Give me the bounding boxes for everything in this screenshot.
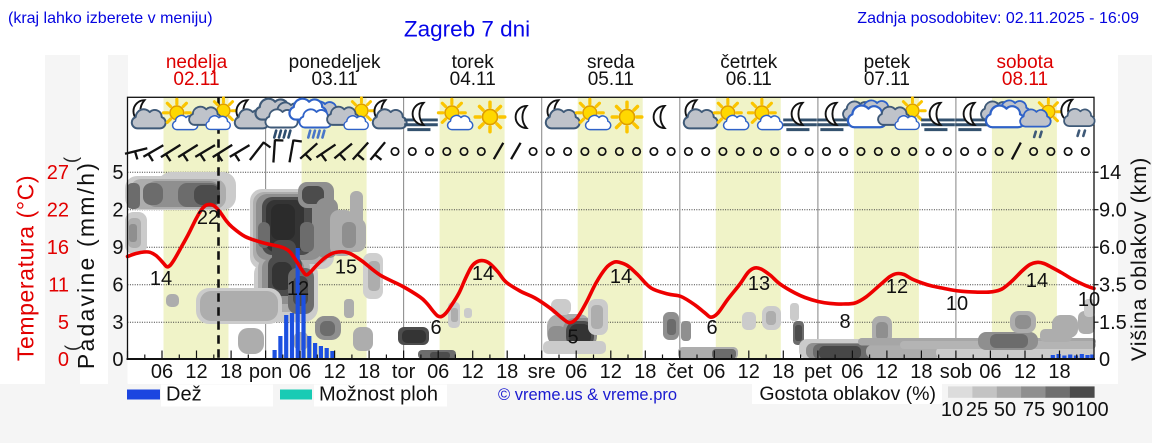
svg-text:0: 0 [58, 349, 69, 371]
svg-text:18: 18 [496, 361, 518, 383]
svg-text:12: 12 [287, 278, 309, 300]
svg-text:06: 06 [289, 361, 311, 383]
svg-text:5: 5 [58, 312, 69, 334]
svg-text:06: 06 [703, 361, 725, 383]
svg-text:18: 18 [1048, 361, 1070, 383]
svg-text:3: 3 [112, 312, 123, 334]
svg-text:05.11: 05.11 [588, 69, 634, 90]
svg-text:16: 16 [47, 237, 69, 259]
svg-text:14: 14 [472, 263, 494, 285]
svg-text:75: 75 [1023, 399, 1045, 421]
svg-text:50: 50 [994, 399, 1016, 421]
svg-text:2: 2 [112, 200, 123, 222]
svg-text:(: ( [61, 157, 81, 163]
svg-text:12: 12 [185, 361, 207, 383]
svg-text:06: 06 [427, 361, 449, 383]
svg-text:1.5: 1.5 [1099, 312, 1127, 334]
svg-text:12: 12 [738, 361, 760, 383]
svg-text:© vreme.us & vreme.pro: © vreme.us & vreme.pro [498, 386, 677, 404]
svg-text:pet: pet [804, 361, 832, 383]
svg-text:5: 5 [112, 162, 123, 184]
svg-text:07.11: 07.11 [864, 69, 910, 90]
svg-text:11: 11 [48, 275, 69, 297]
svg-text:12: 12 [600, 361, 622, 383]
svg-text:6.0: 6.0 [1099, 237, 1127, 259]
svg-text:Višina oblakov (km): Višina oblakov (km) [1127, 157, 1151, 361]
svg-text:8: 8 [839, 311, 850, 333]
svg-text:Temperatura (°C): Temperatura (°C) [13, 175, 39, 361]
svg-text:9.0: 9.0 [1099, 200, 1127, 222]
svg-text:15: 15 [335, 257, 357, 279]
svg-text:3.5: 3.5 [1099, 275, 1127, 297]
svg-text:12: 12 [1014, 361, 1036, 383]
svg-text:18: 18 [358, 361, 380, 383]
svg-text:14: 14 [610, 266, 632, 288]
svg-text:10: 10 [941, 399, 963, 421]
svg-text:14: 14 [1026, 270, 1048, 292]
svg-text:tor: tor [392, 361, 416, 383]
svg-text:Padavine (mm/h): Padavine (mm/h) [73, 161, 99, 369]
svg-text:čet: čet [666, 361, 693, 383]
svg-text:03.11: 03.11 [312, 69, 358, 90]
svg-text:Možnost ploh: Možnost ploh [319, 384, 438, 406]
svg-text:Gostota oblakov (%): Gostota oblakov (%) [759, 383, 936, 405]
svg-text:12: 12 [876, 361, 898, 383]
svg-text:06.11: 06.11 [726, 69, 772, 90]
svg-text:0: 0 [112, 349, 123, 371]
svg-text:18: 18 [910, 361, 932, 383]
svg-text:12: 12 [323, 361, 345, 383]
svg-text:pon: pon [249, 361, 282, 383]
svg-text:06: 06 [565, 361, 587, 383]
svg-text:90: 90 [1052, 399, 1074, 421]
svg-text:Dež: Dež [166, 384, 202, 406]
svg-text:06: 06 [151, 361, 173, 383]
svg-text:18: 18 [772, 361, 794, 383]
svg-text:02.11: 02.11 [173, 69, 219, 90]
svg-text:13: 13 [748, 273, 770, 295]
svg-text:14: 14 [1099, 162, 1121, 184]
svg-text:6: 6 [706, 317, 717, 339]
svg-text:9: 9 [112, 237, 123, 259]
svg-text:sre: sre [528, 361, 556, 383]
svg-text:25: 25 [966, 399, 988, 421]
svg-text:6: 6 [112, 275, 123, 297]
svg-text:06: 06 [841, 361, 863, 383]
svg-text:(: ( [62, 345, 82, 351]
svg-text:18: 18 [220, 361, 242, 383]
svg-text:12: 12 [462, 361, 484, 383]
svg-text:(kraj lahko izberete v meniju): (kraj lahko izberete v meniju) [8, 10, 213, 27]
svg-text:0: 0 [1099, 349, 1110, 371]
svg-text:5: 5 [567, 327, 578, 349]
svg-text:Zagreb 7 dni: Zagreb 7 dni [404, 17, 530, 42]
svg-text:06: 06 [979, 361, 1001, 383]
svg-text:08.11: 08.11 [1002, 69, 1048, 90]
svg-text:sob: sob [940, 361, 972, 383]
svg-text:22: 22 [47, 200, 69, 222]
svg-text:14: 14 [150, 268, 172, 290]
svg-text:22: 22 [197, 207, 219, 229]
svg-text:6: 6 [430, 317, 441, 339]
svg-text:Zadnja posodobitev: 02.11.2025: Zadnja posodobitev: 02.11.2025 - 16:09 [857, 10, 1139, 27]
svg-text:100: 100 [1075, 399, 1108, 421]
svg-text:12: 12 [886, 276, 908, 298]
svg-text:18: 18 [634, 361, 656, 383]
svg-text:04.11: 04.11 [450, 69, 496, 90]
svg-text:27: 27 [47, 162, 69, 184]
svg-text:10: 10 [1078, 289, 1100, 311]
svg-text:10: 10 [946, 293, 968, 315]
